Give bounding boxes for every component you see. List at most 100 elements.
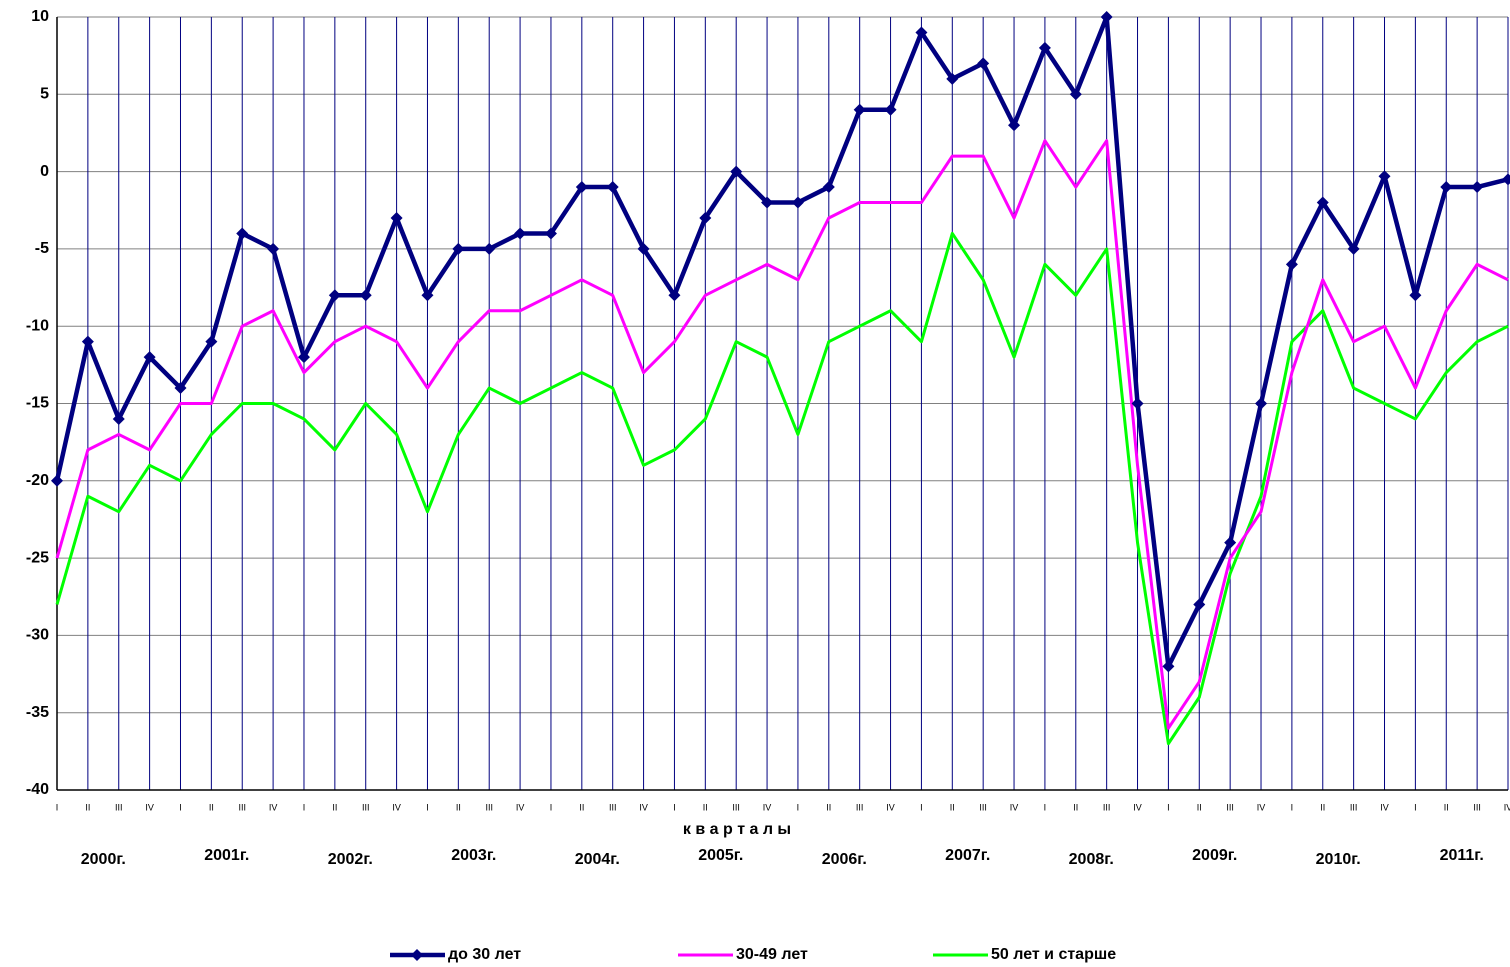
point-marker <box>143 351 156 364</box>
year-label: 2006г. <box>822 851 867 868</box>
point-marker <box>1440 181 1453 194</box>
y-tick-label: -40 <box>26 781 49 798</box>
x-tick-label: II <box>826 802 831 812</box>
x-tick-label: II <box>1320 802 1325 812</box>
x-tick-label: I <box>673 802 676 812</box>
y-tick-label: 0 <box>40 163 49 180</box>
x-tick-label: III <box>115 802 123 812</box>
point-marker <box>606 181 619 194</box>
x-tick-label: I <box>179 802 182 812</box>
point-marker <box>1100 11 1113 23</box>
point-marker <box>946 72 959 85</box>
point-marker <box>637 242 650 255</box>
point-marker <box>236 227 249 240</box>
y-tick-label: -35 <box>26 704 49 721</box>
x-tick-label: I <box>1291 802 1294 812</box>
x-tick-label: I <box>550 802 553 812</box>
point-marker <box>483 242 496 255</box>
point-marker <box>328 289 341 302</box>
point-marker <box>359 289 372 302</box>
point-marker <box>853 103 866 116</box>
x-tick-label: II <box>1073 802 1078 812</box>
point-marker <box>112 412 125 425</box>
point-marker <box>544 227 557 240</box>
y-tick-label: -15 <box>26 395 49 412</box>
x-tick-label: IV <box>1504 802 1510 812</box>
point-marker <box>730 165 743 178</box>
x-tick-label: II <box>703 802 708 812</box>
x-tick-label: I <box>1167 802 1170 812</box>
x-tick-label: II <box>1197 802 1202 812</box>
x-tick-label: II <box>332 802 337 812</box>
point-marker <box>514 227 527 240</box>
point-marker <box>884 103 897 116</box>
point-marker <box>1038 41 1051 54</box>
y-tick-label: -25 <box>26 549 49 566</box>
point-marker <box>822 181 835 194</box>
y-tick-label: -20 <box>26 472 49 489</box>
point-marker <box>699 211 712 224</box>
x-tick-label: IV <box>516 802 525 812</box>
x-tick-label: III <box>362 802 370 812</box>
x-tick-label: IV <box>1380 802 1389 812</box>
x-tick-label: IV <box>392 802 401 812</box>
point-marker <box>390 211 403 224</box>
legend-label: до 30 лет <box>448 946 521 963</box>
point-marker <box>668 289 681 302</box>
x-tick-label: II <box>456 802 461 812</box>
point-marker <box>1008 119 1021 132</box>
point-marker <box>1224 536 1237 549</box>
y-tick-label: -10 <box>26 317 49 334</box>
point-marker <box>1378 170 1391 183</box>
point-marker <box>267 242 280 255</box>
x-tick-label: IV <box>639 802 648 812</box>
x-tick-label: I <box>426 802 429 812</box>
year-label: 2005г. <box>698 847 743 864</box>
point-marker <box>915 26 928 39</box>
point-marker <box>1502 173 1510 186</box>
x-tick-label: I <box>56 802 59 812</box>
point-marker <box>761 196 774 209</box>
point-marker <box>81 335 94 348</box>
year-label: 2011г. <box>1440 847 1484 864</box>
year-label: 2010г. <box>1316 851 1361 868</box>
point-marker <box>977 57 990 70</box>
x-tick-label: III <box>979 802 987 812</box>
point-marker <box>1131 397 1144 410</box>
x-tick-label: IV <box>269 802 278 812</box>
point-marker <box>1409 289 1422 302</box>
legend-label: 50 лет и старше <box>991 946 1116 963</box>
point-marker <box>297 351 310 364</box>
x-tick-label: IV <box>1010 802 1019 812</box>
y-tick-label: 5 <box>40 86 49 103</box>
legend-label: 30-49 лет <box>736 946 808 963</box>
x-tick-label: II <box>209 802 214 812</box>
x-tick-label: III <box>609 802 617 812</box>
x-tick-label: I <box>1414 802 1417 812</box>
x-tick-label: IV <box>886 802 895 812</box>
x-tick-label: I <box>920 802 923 812</box>
point-marker <box>1193 598 1206 611</box>
x-tick-label: II <box>85 802 90 812</box>
point-marker <box>1069 88 1082 101</box>
point-marker <box>452 242 465 255</box>
x-tick-label: III <box>856 802 864 812</box>
point-marker <box>1347 242 1360 255</box>
point-marker <box>1471 181 1484 194</box>
point-marker <box>51 474 63 487</box>
x-tick-label: IV <box>145 802 154 812</box>
x-tick-label: III <box>485 802 493 812</box>
x-tick-label: III <box>732 802 740 812</box>
y-tick-label: 10 <box>31 8 49 25</box>
x-axis-label: к в а р т а л ы <box>683 821 791 838</box>
year-label: 2000г. <box>81 851 126 868</box>
x-tick-label: III <box>1226 802 1234 812</box>
y-tick-label: -5 <box>35 240 49 257</box>
legend-marker <box>411 949 423 961</box>
x-tick-label: IV <box>1257 802 1266 812</box>
year-label: 2007г. <box>945 847 990 864</box>
series-line <box>54 14 1509 669</box>
year-label: 2002г. <box>328 851 373 868</box>
x-tick-label: III <box>238 802 246 812</box>
